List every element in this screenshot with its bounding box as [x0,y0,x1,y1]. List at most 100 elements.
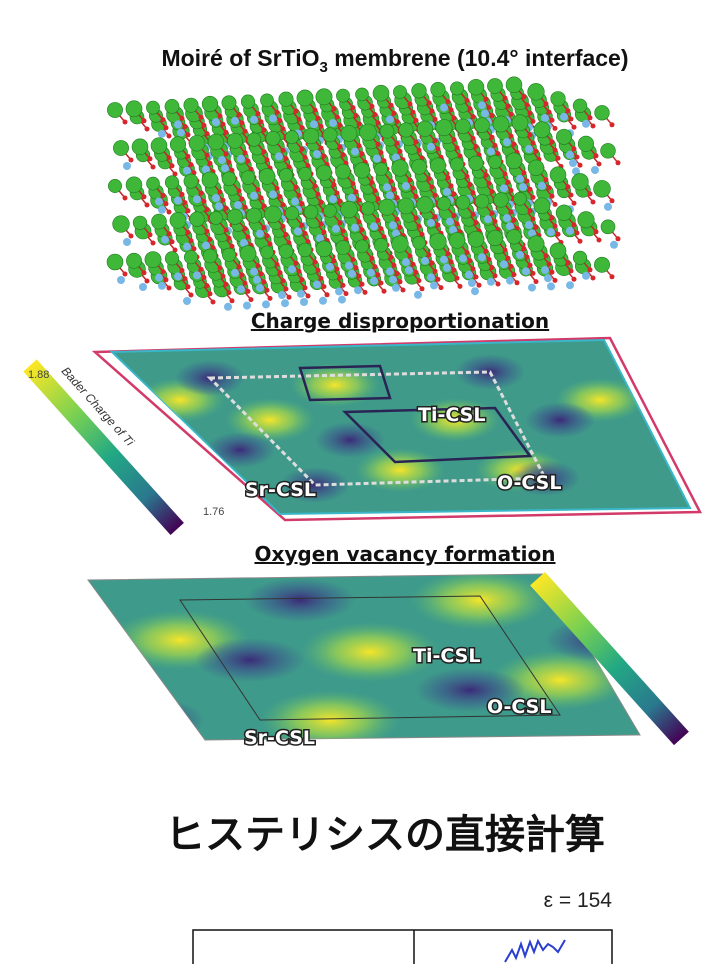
oxygen-atom [316,268,321,273]
sr-atom [336,240,350,254]
ti-atom [459,254,467,262]
ti-atom [310,120,318,128]
sr-atom [578,212,595,229]
sr-atom [146,177,159,190]
oxygen-atom [123,196,128,201]
oxygen-atom [170,239,175,244]
oxygen-atom [392,187,397,192]
oxygen-atom [360,151,365,156]
oxygen-atom [224,282,229,287]
ti-atom [212,194,220,202]
sr-atom [133,216,147,230]
ti-atom [256,284,264,292]
ti-atom [231,269,239,277]
ti-atom [386,267,394,275]
oxygen-atom [474,275,479,280]
oxygen-atom [316,116,321,121]
sr-atom [573,251,587,265]
oxygen-atom [262,149,267,154]
ti-atom [294,227,302,235]
oxygen-atom [531,119,536,124]
sr-atom [379,199,395,215]
hysteresis-curve [505,940,565,962]
oxygen-atom [465,250,470,255]
oxygen-atom [594,153,599,158]
ti-atom [237,285,245,293]
oxygen-atom [205,229,210,234]
sr-atom [126,253,141,268]
hot-spot [410,570,550,630]
sr-atom [412,236,425,249]
ti-atom [604,203,612,211]
oxygen-atom [414,194,419,199]
sr-atom [113,216,130,233]
oxygen-atom [509,188,514,193]
ti-atom [541,114,549,122]
sr-atom [304,205,318,219]
oxygen-atom [227,290,232,295]
oxygen-atom [528,132,533,137]
cold-spot [195,638,305,682]
sr-atom [336,89,349,102]
sr-atom [323,128,337,142]
ti-atom [155,198,163,206]
oxygen-atom [528,263,533,268]
oxygen-atom [471,190,476,195]
oxygen-atom [278,270,283,275]
cold-spot [205,432,275,468]
oxygen-atom [512,218,517,223]
oxygen-atom [446,251,451,256]
oxygen-atom [351,181,356,186]
ti-atom [332,225,340,233]
oxygen-atom [284,287,289,292]
oxygen-atom [531,141,536,146]
oxygen-atom [449,259,454,264]
oxygen-atom [503,96,508,101]
oxygen-atom [370,256,375,261]
oxygen-atom [221,274,226,279]
oxygen-atom [351,105,356,110]
sr-atom [469,156,484,171]
title: Moiré of SrTiO3 membrene (10.4° interfac… [161,45,628,76]
oxygen-atom [408,254,413,259]
sr-atom [241,171,255,185]
oxygen-atom [528,208,533,213]
oxygen-atom [275,186,280,191]
epsilon-label: ε = 154 [544,889,613,912]
sr-atom [506,153,522,169]
sr-atom [572,173,589,190]
oxygen-atom [509,264,514,269]
oxygen-atom [414,270,419,275]
oxygen-atom [243,226,248,231]
sr-atom [398,198,414,214]
sr-atom [380,124,394,138]
oxygen-atom [512,272,517,277]
oxygen-atom [161,193,166,198]
oxygen-atom [569,269,574,274]
sr-atom [145,251,161,267]
oxygen-atom [534,225,539,230]
oxygen-atom [591,200,596,205]
sr-atom [450,158,463,171]
ti-atom [139,283,147,291]
oxygen-atom [427,252,432,257]
oxygen-atom [332,258,337,263]
oxygen-atom [490,211,495,216]
oxygen-atom [547,186,552,191]
oxygen-atom [338,199,343,204]
title-subscript: 3 [320,59,328,76]
oxygen-atom [262,128,267,133]
oxygen-atom [186,230,191,235]
ti-atom [525,221,533,229]
oxygen-atom [237,112,242,117]
sr-atom [374,163,387,176]
oxygen-atom [572,201,577,206]
oxygen-atom [484,249,489,254]
oxygen-atom [455,145,460,150]
ti-atom [427,219,435,227]
oxygen-atom [433,117,438,122]
oxygen-atom [186,132,191,137]
sr-atom [556,205,572,221]
oxygen-atom [123,272,128,277]
oxygen-atom [544,253,549,258]
